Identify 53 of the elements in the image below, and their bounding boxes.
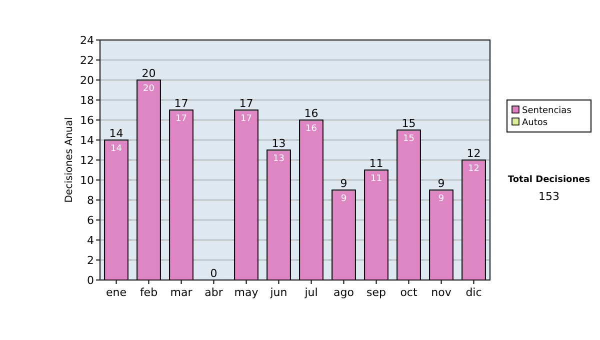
- y-tick-label: 20: [80, 74, 94, 87]
- x-tick-label: abr: [204, 286, 224, 299]
- total-label: 11: [369, 157, 384, 170]
- data-label: 15: [403, 134, 414, 144]
- x-tick-label: mar: [170, 286, 193, 299]
- total-label: 0: [210, 267, 218, 280]
- x-tick-label: feb: [140, 286, 158, 299]
- total-label: 15: [402, 117, 416, 130]
- y-tick-label: 14: [80, 134, 94, 147]
- y-tick-label: 4: [87, 234, 94, 247]
- data-label: 17: [240, 114, 252, 124]
- x-tick-label: oct: [400, 286, 418, 299]
- total-label: 9: [340, 177, 348, 190]
- total-label: 17: [239, 97, 254, 110]
- y-tick-label: 6: [87, 214, 94, 227]
- y-tick-label: 8: [87, 194, 94, 207]
- data-label: 20: [143, 84, 155, 94]
- total-label: 13: [272, 137, 286, 150]
- y-tick-label: 24: [80, 34, 94, 47]
- data-label: 14: [110, 144, 122, 154]
- data-label: 9: [340, 194, 347, 204]
- total-label: 16: [304, 107, 318, 120]
- total-label: 12: [466, 147, 481, 160]
- y-tick-label: 16: [80, 114, 94, 127]
- x-tick-label: may: [234, 286, 259, 299]
- total-label: 17: [174, 97, 188, 110]
- total-label: 14: [109, 127, 124, 140]
- total-label: 20: [142, 67, 156, 80]
- data-label: 13: [273, 154, 284, 164]
- x-tick-label: jun: [269, 286, 288, 299]
- data-label: 12: [468, 164, 480, 174]
- y-tick-label: 12: [80, 154, 94, 167]
- data-label: 16: [306, 124, 318, 134]
- x-tick-label: sep: [366, 286, 386, 299]
- y-tick-label: 2: [87, 254, 94, 267]
- total-label: 9: [438, 177, 445, 190]
- y-tick-label: 10: [80, 174, 94, 187]
- x-tick-label: ene: [106, 286, 127, 299]
- x-tick-label: ago: [334, 286, 354, 299]
- y-tick-label: 22: [80, 54, 94, 67]
- x-tick-label: dic: [466, 286, 482, 299]
- y-axis-title: Decisiones Anual: [64, 117, 75, 203]
- y-tick-label: 0: [87, 274, 94, 287]
- y-tick-label: 18: [80, 94, 94, 107]
- data-label: 17: [176, 114, 187, 124]
- text: 153: [538, 190, 560, 203]
- data-label: 9: [438, 194, 444, 204]
- x-tick-label: jul: [304, 286, 318, 299]
- x-tick-label: nov: [431, 286, 452, 299]
- data-label: 11: [370, 174, 382, 184]
- text: Total Decisiones: [508, 175, 590, 185]
- legend-label: Sentencias: [522, 106, 572, 116]
- legend-label: Autos: [522, 118, 548, 128]
